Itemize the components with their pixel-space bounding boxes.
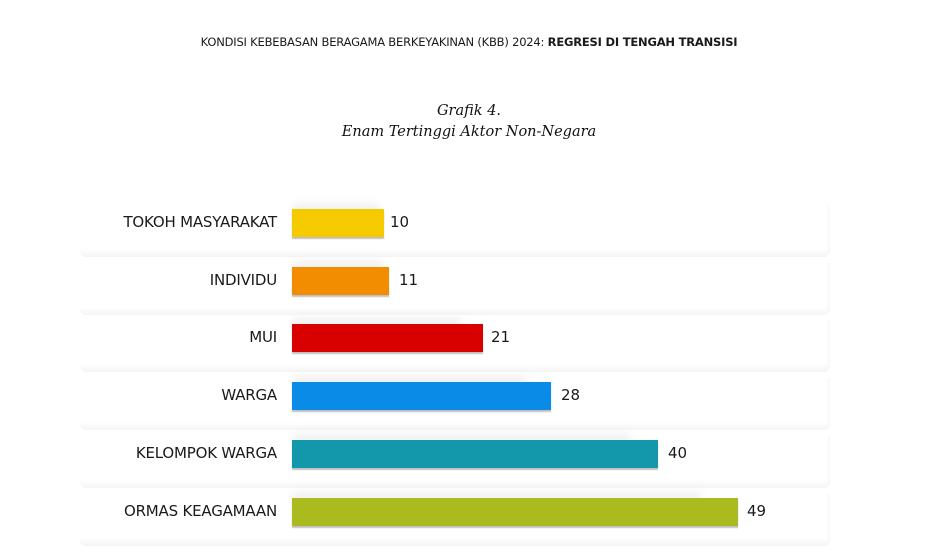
bar-warga (292, 382, 551, 410)
row-edge (826, 436, 830, 484)
bar-kelompok-warga (292, 440, 658, 468)
chart-row: KELOMPOK WARGA 40 (80, 430, 830, 488)
category-label: INDIVIDU (209, 271, 277, 289)
category-label: ORMAS KEAGAMAAN (123, 502, 277, 520)
value-label: 49 (747, 502, 767, 520)
row-shadow (80, 538, 830, 546)
chart-row: MUI 21 (80, 314, 830, 372)
row-edge (826, 205, 830, 253)
value-label: 10 (390, 213, 410, 231)
category-label: WARGA (221, 386, 277, 404)
row-shadow (80, 422, 830, 430)
category-label: KELOMPOK WARGA (135, 444, 277, 462)
row-edge (826, 494, 830, 542)
category-label: MUI (249, 328, 277, 346)
chart-title: Grafik 4. Enam Tertinggi Aktor Non-Negar… (0, 101, 938, 143)
row-shadow (80, 480, 830, 488)
header-emphasis: REGRESI DI TENGAH TRANSISI (547, 35, 738, 49)
row-edge (826, 320, 830, 368)
value-label: 28 (561, 386, 581, 404)
bar-highlight (292, 203, 380, 213)
chart-row: ORMAS KEAGAMAAN 49 (80, 488, 830, 546)
value-label: 40 (668, 444, 688, 462)
value-label: 11 (399, 271, 419, 289)
bar-mui (292, 324, 483, 352)
category-label: TOKOH MASYARAKAT (123, 213, 277, 231)
bar-highlight (292, 376, 527, 386)
row-shadow (80, 364, 830, 372)
bar-highlight (292, 492, 702, 502)
chart-row: TOKOH MASYARAKAT 10 (80, 199, 830, 257)
row-edge (826, 263, 830, 311)
row-shadow (80, 249, 830, 257)
chart-row: INDIVIDU 11 (80, 257, 830, 315)
value-label: 21 (491, 328, 511, 346)
bar-individu (292, 267, 389, 295)
figure-caption: Enam Tertinggi Aktor Non-Negara (341, 124, 597, 140)
bar-highlight (292, 261, 385, 271)
bar-tokoh-masyarakat (292, 209, 384, 237)
bar-ormas-keagamaan (292, 498, 738, 526)
row-edge (826, 378, 830, 426)
row-shadow (80, 307, 830, 315)
page-header: KONDISI KEBEBASAN BERAGAMA BERKEYAKINAN … (0, 35, 938, 49)
header-prefix: KONDISI KEBEBASAN BERAGAMA BERKEYAKINAN … (200, 35, 548, 49)
bar-highlight (292, 434, 632, 444)
chart-row: WARGA 28 (80, 372, 830, 430)
figure-number: Grafik 4. (436, 103, 502, 119)
bar-highlight (292, 318, 462, 328)
